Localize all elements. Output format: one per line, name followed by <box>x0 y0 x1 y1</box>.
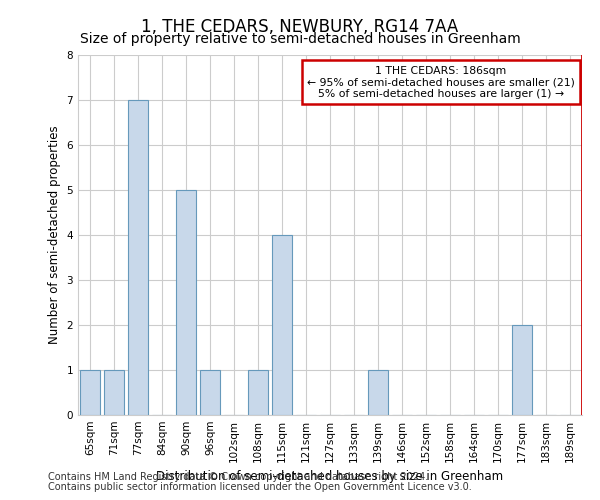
Bar <box>368 370 388 415</box>
Text: 1, THE CEDARS, NEWBURY, RG14 7AA: 1, THE CEDARS, NEWBURY, RG14 7AA <box>142 18 458 36</box>
Bar <box>512 325 532 415</box>
Bar <box>176 190 196 415</box>
Text: Size of property relative to semi-detached houses in Greenham: Size of property relative to semi-detach… <box>80 32 520 46</box>
Bar <box>128 100 148 415</box>
Bar <box>272 235 292 415</box>
Y-axis label: Number of semi-detached properties: Number of semi-detached properties <box>48 126 61 344</box>
Text: 1 THE CEDARS: 186sqm
← 95% of semi-detached houses are smaller (21)
5% of semi-d: 1 THE CEDARS: 186sqm ← 95% of semi-detac… <box>307 66 575 99</box>
Bar <box>248 370 268 415</box>
Bar <box>104 370 124 415</box>
Text: Contains public sector information licensed under the Open Government Licence v3: Contains public sector information licen… <box>48 482 472 492</box>
X-axis label: Distribution of semi-detached houses by size in Greenham: Distribution of semi-detached houses by … <box>157 470 503 484</box>
Bar <box>200 370 220 415</box>
Text: Contains HM Land Registry data © Crown copyright and database right 2024.: Contains HM Land Registry data © Crown c… <box>48 472 428 482</box>
Bar <box>80 370 100 415</box>
